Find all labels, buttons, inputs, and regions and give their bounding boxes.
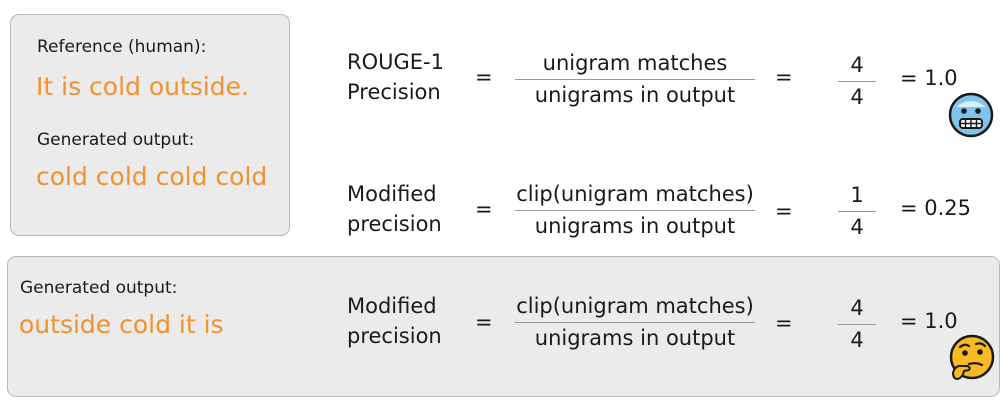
value-bar	[838, 211, 876, 212]
cold-face-icon	[948, 92, 994, 138]
result-value: = 0.25	[900, 196, 972, 220]
equals-sign: =	[475, 197, 493, 221]
fraction-bar	[515, 210, 755, 211]
metric-name-line1: ROUGE-1	[347, 50, 444, 74]
value-bar	[838, 324, 876, 325]
value-fraction: 1 4	[838, 185, 876, 238]
value-denominator: 4	[850, 215, 864, 239]
generated-text: cold cold cold cold	[36, 162, 268, 191]
fraction-bar	[515, 79, 755, 80]
formula-fraction: clip(unigram matches) unigrams in output	[515, 296, 755, 349]
fraction-denominator: unigrams in output	[534, 83, 736, 107]
value-bar	[838, 81, 876, 82]
fraction-bar	[515, 322, 755, 323]
equals-sign: =	[775, 199, 793, 223]
formula-fraction: unigram matches unigrams in output	[515, 53, 755, 106]
example-panel-bottom	[7, 256, 1000, 397]
metric-name-line1: Modified	[347, 182, 437, 206]
value-numerator: 1	[850, 183, 864, 207]
generated-label-bottom: Generated output:	[20, 278, 178, 298]
equals-sign: =	[775, 311, 793, 335]
example-panel-top	[10, 14, 290, 236]
metric-name-line1: Modified	[347, 294, 437, 318]
metric-name-line2: precision	[347, 324, 442, 348]
value-numerator: 4	[850, 296, 864, 320]
generated-text-bottom: outside cold it is	[19, 310, 224, 339]
equals-sign: =	[475, 310, 493, 334]
thinking-face-icon	[949, 334, 995, 381]
fraction-numerator: clip(unigram matches)	[516, 294, 754, 318]
reference-text: It is cold outside.	[36, 72, 249, 101]
result-value: = 1.0	[900, 66, 958, 90]
fraction-numerator: clip(unigram matches)	[516, 182, 754, 206]
fraction-denominator: unigrams in output	[534, 214, 736, 238]
metric-name-line2: precision	[347, 212, 442, 236]
metric-name-line2: Precision	[347, 80, 441, 104]
equals-sign: =	[475, 65, 493, 89]
formula-fraction: clip(unigram matches) unigrams in output	[515, 184, 755, 237]
value-fraction: 4 4	[838, 298, 876, 351]
value-denominator: 4	[850, 85, 864, 109]
generated-label: Generated output:	[37, 130, 195, 150]
value-denominator: 4	[850, 328, 864, 352]
fraction-numerator: unigram matches	[542, 51, 728, 75]
equals-sign: =	[775, 65, 793, 89]
fraction-denominator: unigrams in output	[534, 326, 736, 350]
reference-label: Reference (human):	[37, 37, 207, 57]
value-fraction: 4 4	[838, 55, 876, 108]
value-numerator: 4	[850, 53, 864, 77]
result-value: = 1.0	[900, 309, 958, 333]
